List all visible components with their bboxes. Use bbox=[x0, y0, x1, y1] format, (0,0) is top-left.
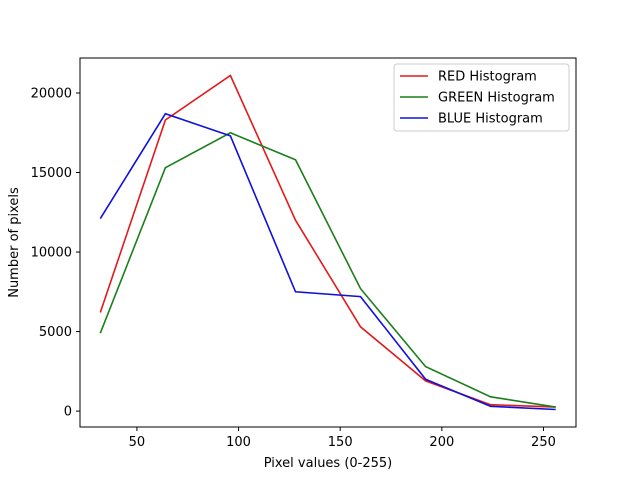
series-line-green bbox=[99, 131, 556, 408]
y-tick-label: 20000 bbox=[31, 86, 72, 101]
y-tick-label: 0 bbox=[64, 405, 72, 420]
y-tick-label: 15000 bbox=[31, 166, 72, 181]
y-tick-label: 10000 bbox=[31, 246, 72, 261]
series-line-red bbox=[99, 74, 556, 408]
series-line-blue bbox=[99, 112, 556, 411]
legend-label: GREEN Histogram bbox=[438, 91, 555, 106]
legend-label: BLUE Histogram bbox=[438, 112, 543, 127]
ticks-layer: 50 100 150 200 250 0 5000 10000 15000 20000 bbox=[31, 86, 556, 450]
series-layer bbox=[99, 74, 556, 411]
y-axis-label: Number of pixels bbox=[7, 187, 22, 298]
x-tick-label: 50 bbox=[129, 435, 146, 450]
legend-label: RED Histogram bbox=[438, 70, 537, 85]
x-tick-label: 250 bbox=[531, 435, 556, 450]
y-tick-label: 5000 bbox=[39, 325, 72, 340]
legend: RED Histogram GREEN Histogram BLUE Histogr… bbox=[393, 63, 570, 132]
x-tick-label: 100 bbox=[226, 435, 251, 450]
x-tick-label: 150 bbox=[328, 435, 353, 450]
plot-frame bbox=[79, 57, 577, 428]
x-tick-label: 200 bbox=[429, 435, 454, 450]
legend-box bbox=[393, 63, 570, 132]
x-axis-label: Pixel values (0-255) bbox=[264, 456, 393, 471]
